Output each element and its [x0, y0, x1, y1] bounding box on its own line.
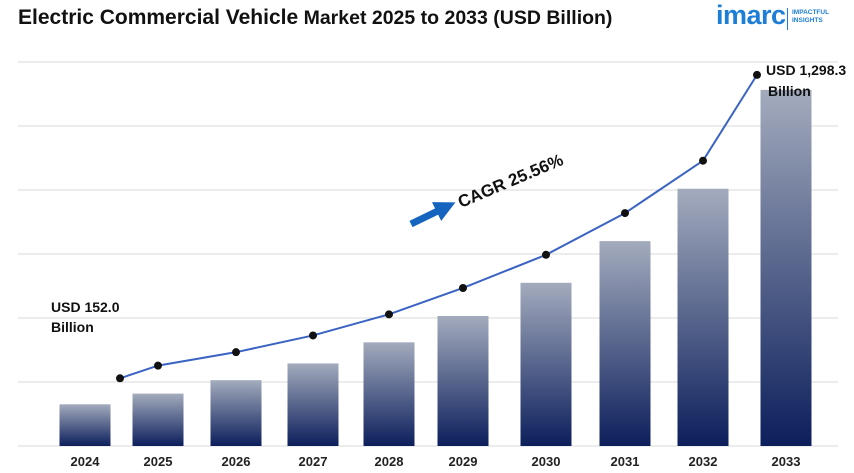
trend-point-2033	[753, 70, 761, 79]
trend-point-2030	[542, 250, 550, 259]
logo-tagline-line-2: INSIGHTS	[792, 17, 823, 24]
x-tick-label-2026: 2026	[222, 454, 251, 469]
x-tick-label-2024: 2024	[71, 454, 101, 469]
trend-point-2029	[459, 283, 467, 292]
x-tick-label-2030: 2030	[532, 454, 561, 469]
trend-line-path	[119, 74, 758, 380]
chart-title-main: Electric Commercial Vehicle	[18, 6, 299, 29]
x-tick-label-2029: 2029	[449, 454, 478, 469]
x-tick-label-2032: 2032	[689, 454, 718, 469]
bar-2024	[59, 404, 111, 446]
x-tick-label-2027: 2027	[299, 454, 328, 469]
x-axis-tick-labels: 2024 2025 2026 2027 2028 2029 2030 2031 2032 2033	[71, 454, 801, 469]
imarc-logo: imarc IMPACTFUL INSIGHTS	[716, 0, 846, 40]
x-tick-label-2028: 2028	[375, 454, 404, 469]
bar-2033	[760, 89, 812, 446]
x-tick-label-2033: 2033	[772, 454, 801, 469]
start-value-label: USD 152.0	[51, 299, 120, 315]
bar-2032	[677, 188, 729, 446]
cagr-label: CAGR 25.56%	[455, 150, 566, 211]
trend-point-2027	[309, 331, 317, 340]
end-value-label: USD 1,298.3	[766, 62, 846, 78]
trend-point-2024	[116, 374, 124, 383]
end-unit-label: Billion	[768, 83, 811, 99]
trend-point-2031	[621, 209, 629, 218]
trend-point-2028	[385, 310, 393, 319]
logo-tagline-line-1: IMPACTFUL	[792, 9, 830, 16]
x-tick-label-2031: 2031	[611, 454, 640, 469]
chart-title-sub: Market 2025 to 2033 (USD Billion)	[298, 7, 613, 29]
logo-word: imarc	[716, 0, 786, 30]
logo-divider	[787, 8, 788, 30]
bar-2031	[599, 241, 651, 446]
bars	[59, 89, 812, 446]
bar-2029	[437, 315, 489, 446]
trend-point-2025	[154, 361, 162, 370]
trend-line	[116, 70, 761, 383]
bar-2025	[132, 393, 184, 446]
cagr-arrow-icon	[409, 202, 456, 228]
bar-2028	[363, 342, 415, 446]
logo-tagline: IMPACTFUL INSIGHTS	[792, 9, 842, 25]
trend-point-2026	[232, 348, 240, 357]
start-unit-label: Billion	[51, 319, 94, 335]
trend-point-2032	[699, 156, 707, 165]
bar-2030	[520, 282, 572, 446]
chart-title: Electric Commercial Vehicle Market 2025 …	[18, 6, 612, 30]
x-tick-label-2025: 2025	[144, 454, 173, 469]
bar-2027	[287, 363, 339, 446]
bar-2026	[210, 380, 262, 446]
